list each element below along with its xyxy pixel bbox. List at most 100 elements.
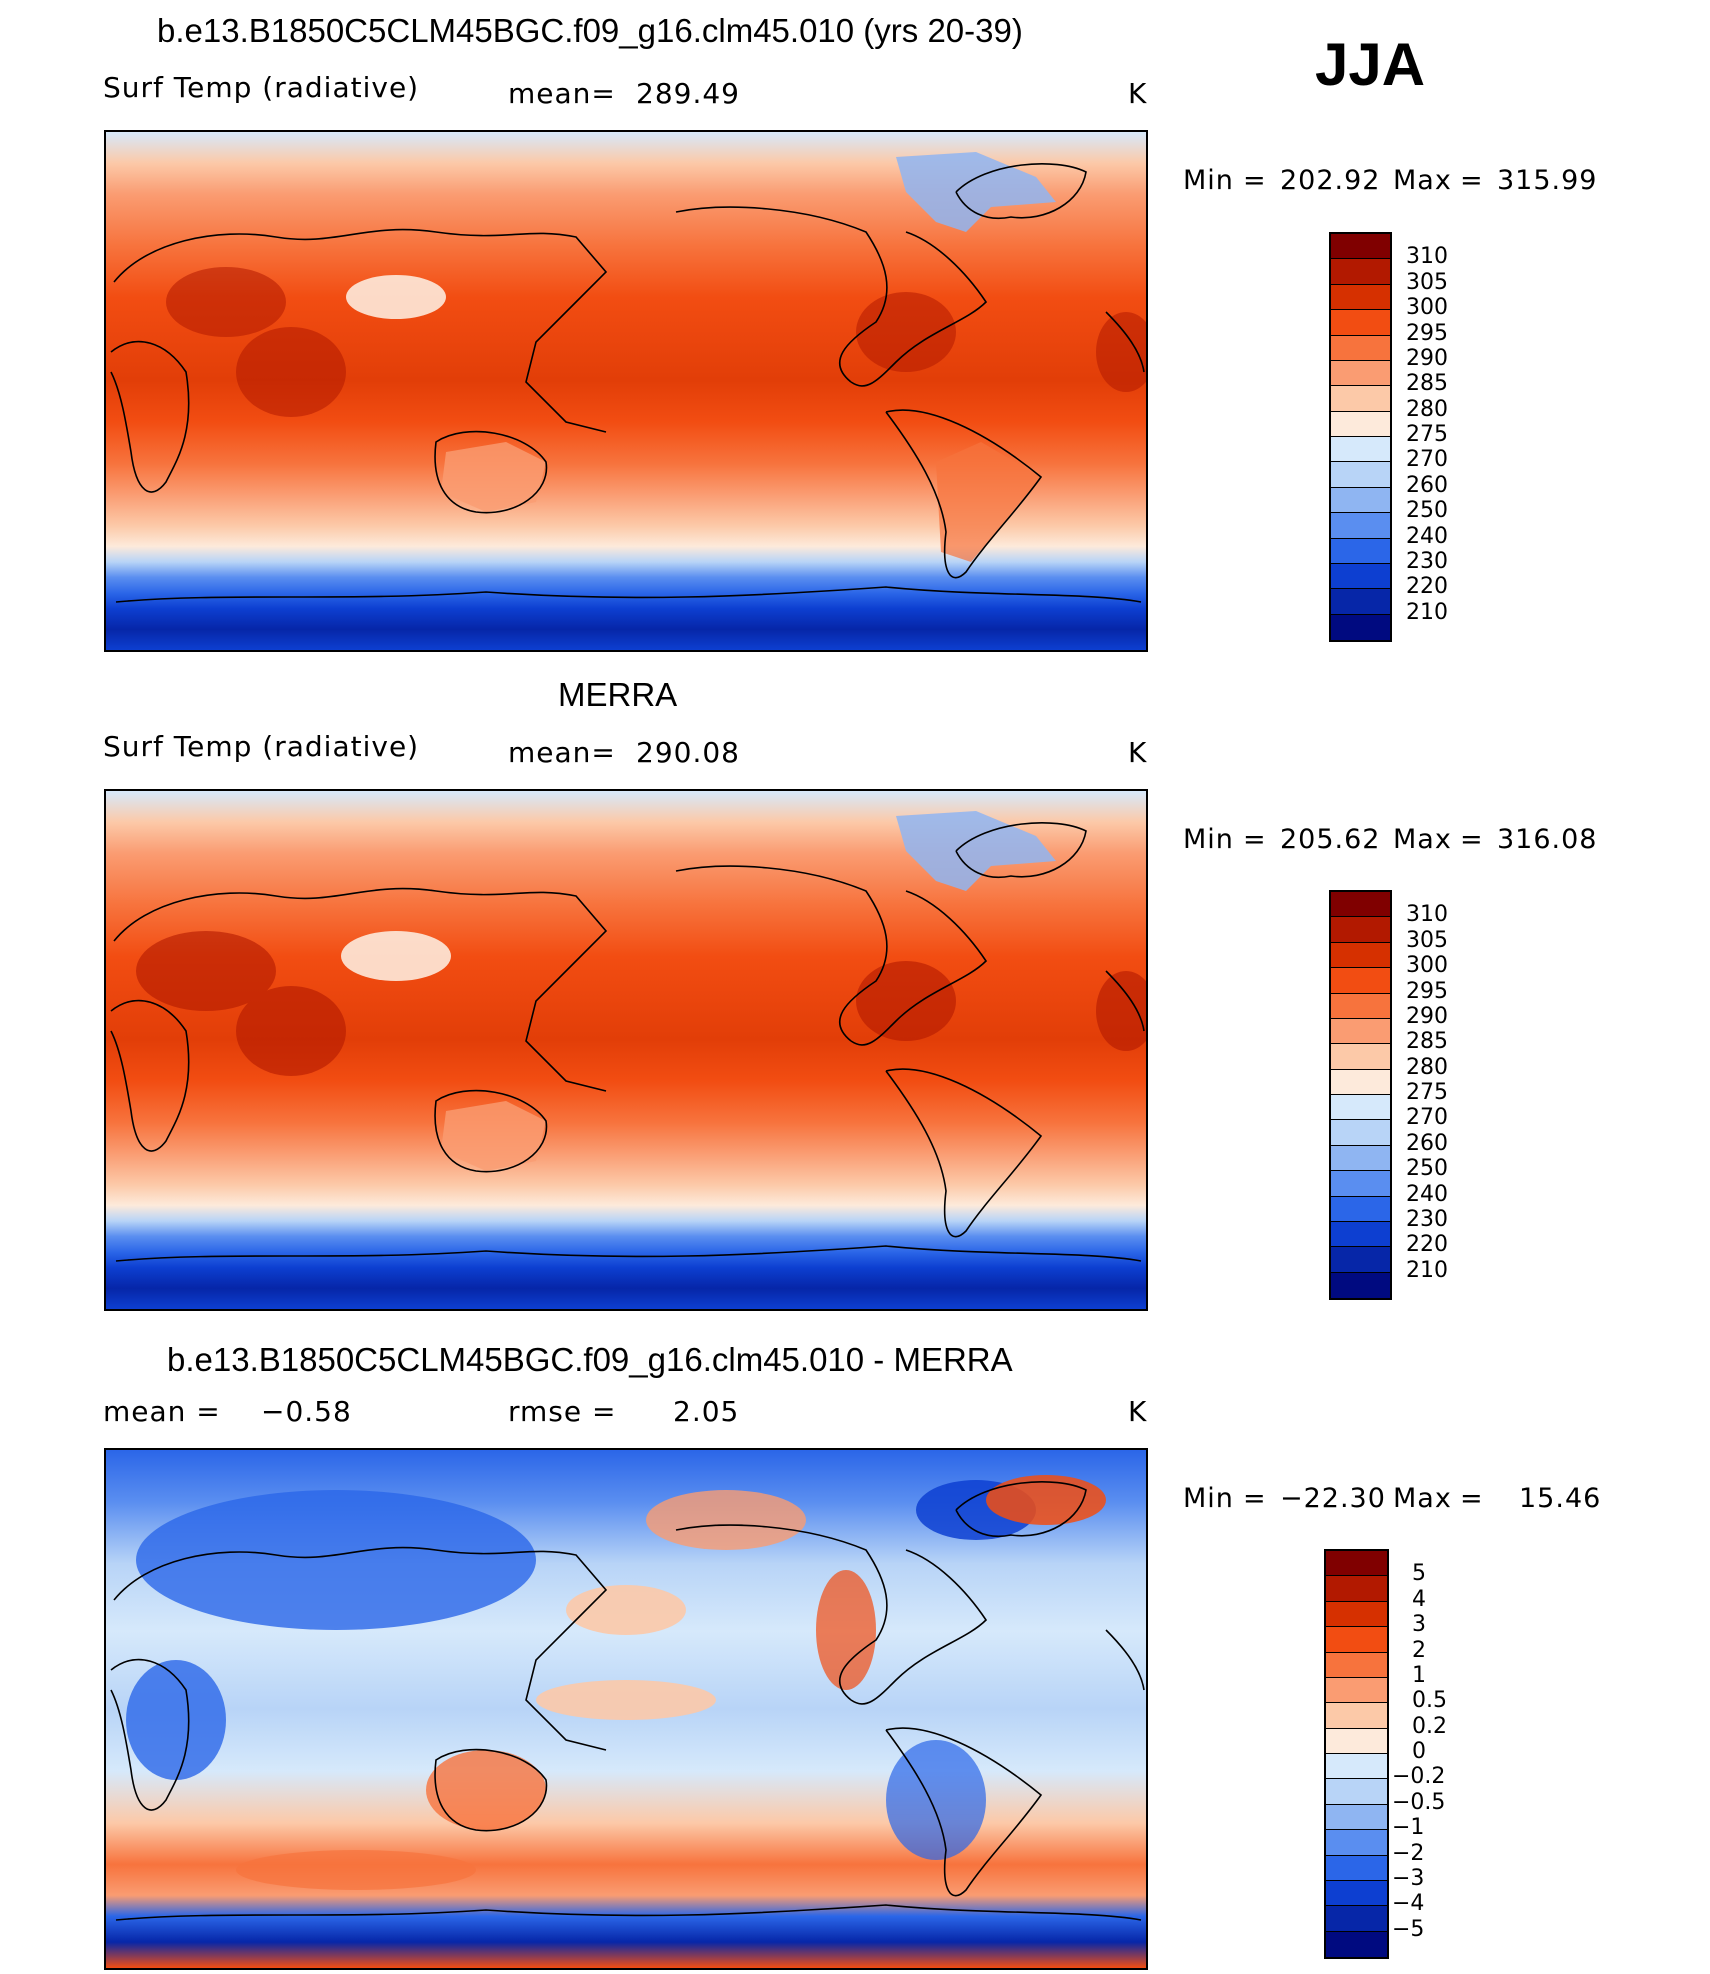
colorbar-tick-label: 310	[1406, 902, 1448, 928]
panel2-min-label: Min	[1183, 824, 1234, 855]
panel3-max-equals: =	[1460, 1483, 1484, 1514]
panel1-max-label: Max	[1393, 165, 1452, 196]
panel2-colorbar	[1329, 890, 1392, 1300]
panel1-min-label: Min	[1183, 165, 1234, 196]
panel1-variable: Surf Temp (radiative)	[103, 71, 420, 104]
colorbar-tick-label: 250	[1406, 1156, 1448, 1182]
colorbar-swatch	[1331, 563, 1390, 590]
colorbar-swatch	[1331, 1171, 1390, 1197]
panel2-max-label: Max	[1393, 824, 1452, 855]
colorbar-tick-label: −3	[1392, 1865, 1425, 1891]
colorbar-swatch	[1331, 614, 1390, 640]
colorbar-tick-label: 240	[1406, 523, 1448, 549]
colorbar-tick-label: 270	[1406, 447, 1448, 473]
panel2-mean-label: mean=	[508, 736, 616, 769]
colorbar-swatch	[1326, 1551, 1387, 1577]
colorbar-tick-label: 5	[1412, 1561, 1426, 1587]
colorbar-swatch	[1326, 1652, 1387, 1678]
colorbar-tick-label: 250	[1406, 498, 1448, 524]
colorbar-swatch	[1331, 1145, 1390, 1172]
colorbar-tick-label: 290	[1406, 1003, 1448, 1029]
colorbar-swatch	[1331, 513, 1390, 539]
colorbar-swatch	[1331, 437, 1390, 463]
colorbar-tick-label: 305	[1406, 269, 1448, 295]
panel2-title: MERRA	[558, 676, 678, 713]
colorbar-tick-label: 275	[1406, 1080, 1448, 1105]
panel2-max-equals: =	[1460, 824, 1484, 855]
colorbar-tick-label: 260	[1406, 1130, 1448, 1156]
panel3-mean-value: −0.58	[261, 1395, 352, 1428]
colorbar-swatch	[1326, 1931, 1387, 1957]
panel3-map	[104, 1448, 1148, 1970]
colorbar-tick-label: 270	[1406, 1105, 1448, 1131]
colorbar-tick-label: 220	[1406, 1232, 1448, 1258]
colorbar-tick-label: 210	[1406, 599, 1448, 625]
colorbar-swatch	[1331, 284, 1390, 311]
panel3-units: K	[1128, 1395, 1148, 1428]
colorbar-swatch	[1331, 259, 1390, 285]
panel3-max-value: 15.46	[1519, 1483, 1602, 1514]
panel1-title: b.e13.B1850C5CLM45BGC.f09_g16.clm45.010 …	[157, 12, 1023, 49]
colorbar-swatch	[1331, 1069, 1390, 1095]
colorbar-swatch	[1331, 1120, 1390, 1146]
colorbar-swatch	[1331, 1272, 1390, 1298]
colorbar-swatch	[1326, 1906, 1387, 1932]
colorbar-swatch	[1326, 1576, 1387, 1602]
colorbar-tick-label: 305	[1406, 927, 1448, 953]
colorbar-tick-label: 3	[1412, 1612, 1426, 1638]
colorbar-swatch	[1331, 411, 1390, 437]
panel1-land-features	[166, 267, 1146, 417]
panel2-min-equals: =	[1243, 824, 1267, 855]
colorbar-tick-label: 260	[1406, 472, 1448, 498]
colorbar-tick-label: 280	[1406, 396, 1448, 422]
colorbar-tick-label: −0.5	[1392, 1789, 1446, 1815]
panel1-min-equals: =	[1243, 165, 1267, 196]
panel1-colorbar	[1329, 232, 1392, 642]
colorbar-tick-label: −2	[1392, 1840, 1425, 1866]
colorbar-tick-label: 280	[1406, 1054, 1448, 1080]
colorbar-swatch	[1326, 1804, 1387, 1831]
panel1-mean-value: 289.49	[636, 77, 740, 110]
panel3-min-value: −22.30	[1280, 1483, 1386, 1514]
colorbar-swatch	[1331, 462, 1390, 488]
colorbar-swatch	[1331, 538, 1390, 564]
colorbar-swatch	[1331, 1221, 1390, 1248]
colorbar-tick-label: 300	[1406, 295, 1448, 321]
colorbar-swatch	[1331, 942, 1390, 969]
panel3-colorbar-labels: 5 4 3 2 1 0.5 0.2 0 −0.2 −0.5 −1 −2 −3 −4 −5	[1392, 1549, 1520, 1955]
colorbar-swatch	[1331, 1095, 1390, 1121]
panel2-mean-value: 290.08	[636, 736, 740, 769]
colorbar-tick-label: 220	[1406, 574, 1448, 600]
colorbar-swatch	[1331, 234, 1390, 260]
panel1-max-value: 315.99	[1497, 165, 1598, 196]
panel2-variable: Surf Temp (radiative)	[103, 730, 420, 763]
panel1-min-value: 202.92	[1280, 165, 1381, 196]
colorbar-tick-label: 2	[1412, 1637, 1426, 1663]
panel2-map	[104, 789, 1148, 1311]
colorbar-tick-label: −1	[1392, 1815, 1425, 1841]
panel1-max-equals: =	[1460, 165, 1484, 196]
colorbar-swatch	[1326, 1677, 1387, 1704]
colorbar-tick-label: 230	[1406, 1206, 1448, 1232]
colorbar-swatch	[1331, 1196, 1390, 1222]
panel3-min-label: Min	[1183, 1483, 1234, 1514]
colorbar-tick-label: 0.5	[1412, 1688, 1447, 1714]
panel3-rmse-label: rmse =	[508, 1395, 617, 1428]
colorbar-tick-label: 300	[1406, 953, 1448, 979]
colorbar-swatch	[1331, 968, 1390, 994]
colorbar-swatch	[1326, 1627, 1387, 1653]
colorbar-tick-label: 0	[1412, 1739, 1426, 1764]
colorbar-swatch	[1326, 1703, 1387, 1729]
colorbar-swatch	[1331, 360, 1390, 387]
panel1-colorbar-labels: 310 305 300 295 290 285 280 275 270 260 250 240 230 2…	[1406, 232, 1526, 638]
colorbar-tick-label: −0.2	[1392, 1764, 1446, 1790]
panel2-units: K	[1128, 736, 1148, 769]
colorbar-swatch	[1331, 487, 1390, 514]
panel3-colorbar	[1324, 1549, 1389, 1959]
panel2-land-features	[136, 931, 1146, 1076]
panel1-mean-label: mean=	[508, 77, 616, 110]
colorbar-swatch	[1331, 892, 1390, 918]
colorbar-swatch	[1331, 1247, 1390, 1273]
colorbar-tick-label: 275	[1406, 422, 1448, 447]
panel3-title: b.e13.B1850C5CLM45BGC.f09_g16.clm45.010 …	[167, 1341, 1013, 1378]
